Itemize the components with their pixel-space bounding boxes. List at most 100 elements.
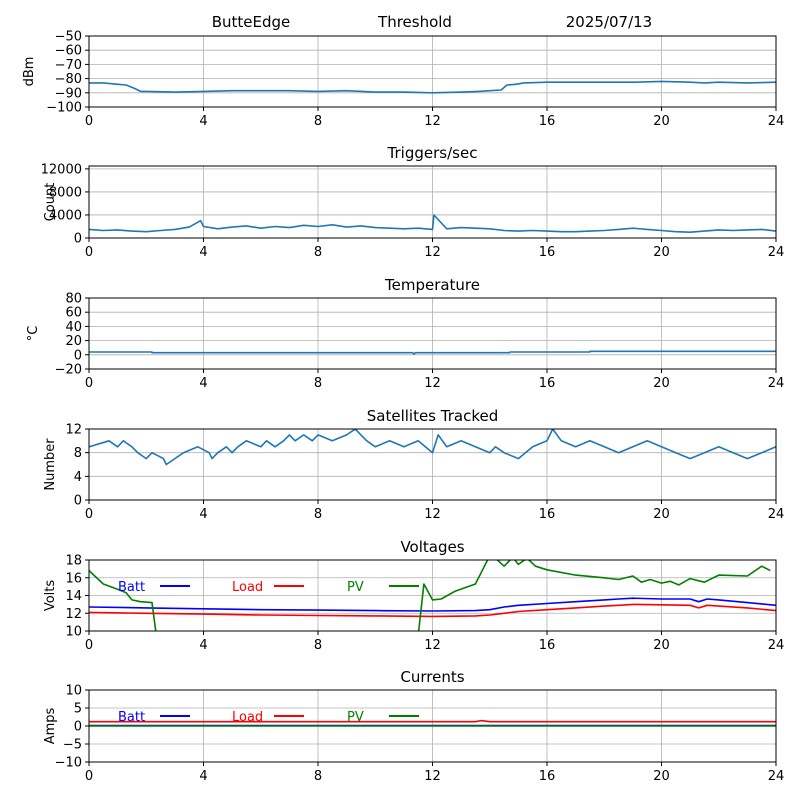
voltages-y-axis-label: Volts xyxy=(43,580,58,612)
currents-legend-label-load: Load xyxy=(232,710,263,725)
voltages-x-tick-label: 8 xyxy=(314,638,322,653)
temperature-x-tick-label: 4 xyxy=(199,376,207,391)
currents-y-tick-label: −5 xyxy=(63,738,82,753)
triggers-title: Triggers/sec xyxy=(387,144,478,162)
satellites-title: Satellites Tracked xyxy=(367,407,498,425)
satellites-x-tick-label: 0 xyxy=(85,507,93,522)
voltages-series-load xyxy=(89,603,776,618)
triggers-series-line xyxy=(89,214,776,233)
triggers-x-tick-label: 0 xyxy=(85,245,93,260)
signal-x-tick-label: 16 xyxy=(539,114,556,129)
currents-y-axis-label: Amps xyxy=(43,707,58,744)
triggers-x-tick-label: 24 xyxy=(768,245,785,260)
currents-x-tick-label: 20 xyxy=(653,769,670,784)
voltages-x-tick-label: 4 xyxy=(199,638,207,653)
satellites-y-tick-label: 12 xyxy=(65,423,82,438)
voltages-y-tick-label: 18 xyxy=(65,554,82,569)
currents-y-tick-label: 0 xyxy=(74,720,82,735)
voltages-x-tick-label: 16 xyxy=(539,638,556,653)
temperature-y-tick-label: 0 xyxy=(74,348,82,363)
voltages-series-pv xyxy=(89,560,771,631)
temperature-y-tick-label: 40 xyxy=(65,320,82,335)
currents-y-tick-label: −10 xyxy=(55,756,82,771)
currents-x-tick-label: 8 xyxy=(314,769,322,784)
voltages-legend-label-batt: Batt xyxy=(118,580,145,595)
voltages-legend: Batt Load PV xyxy=(118,580,419,595)
triggers-y-tick-label: 0 xyxy=(74,232,82,247)
mode-title: Threshold xyxy=(377,13,452,31)
triggers-y-axis-label: Count xyxy=(43,183,58,222)
currents-legend: Batt Load PV xyxy=(118,710,419,725)
currents-x-tick-label: 12 xyxy=(424,769,441,784)
signal-x-tick-label: 0 xyxy=(85,114,93,129)
date-title: 2025/07/13 xyxy=(566,13,652,31)
temperature-title: Temperature xyxy=(384,276,480,294)
satellites-series-line xyxy=(89,429,776,466)
temperature-x-tick-label: 16 xyxy=(539,376,556,391)
currents-legend-label-pv: PV xyxy=(347,710,364,725)
triggers-y-tick-label: 12000 xyxy=(41,162,82,177)
satellites-x-tick-label: 8 xyxy=(314,507,322,522)
signal-x-tick-label: 8 xyxy=(314,114,322,129)
voltages-x-tick-label: 12 xyxy=(424,638,441,653)
voltages-y-tick-label: 14 xyxy=(65,589,82,604)
currents-x-tick-label: 24 xyxy=(768,769,785,784)
triggers-y-tick-label: 8000 xyxy=(49,185,82,200)
temperature-x-tick-label: 20 xyxy=(653,376,670,391)
triggers-x-tick-label: 20 xyxy=(653,245,670,260)
signal-y-tick-label: −70 xyxy=(55,58,82,73)
signal-x-tick-label: 4 xyxy=(199,114,207,129)
signal-y-tick-label: −50 xyxy=(55,30,82,45)
voltages-y-tick-label: 10 xyxy=(65,625,82,640)
signal-y-axis-label: dBm xyxy=(22,57,37,87)
signal-y-tick-label: −60 xyxy=(55,44,82,59)
voltages-title: Voltages xyxy=(400,538,464,556)
triggers-x-tick-label: 4 xyxy=(199,245,207,260)
satellites-x-tick-label: 12 xyxy=(424,507,441,522)
voltages-series-batt xyxy=(89,597,776,612)
triggers-x-tick-label: 8 xyxy=(314,245,322,260)
currents-x-tick-label: 16 xyxy=(539,769,556,784)
currents-y-tick-label: 10 xyxy=(65,684,82,699)
voltages-x-tick-label: 20 xyxy=(653,638,670,653)
temperature-x-tick-label: 24 xyxy=(768,376,785,391)
temperature-x-tick-label: 8 xyxy=(314,376,322,391)
voltages-legend-label-pv: PV xyxy=(347,580,364,595)
voltages-x-tick-label: 0 xyxy=(85,638,93,653)
satellites-x-tick-label: 4 xyxy=(199,507,207,522)
signal-x-tick-label: 20 xyxy=(653,114,670,129)
voltages-y-tick-label: 16 xyxy=(65,571,82,586)
station-title: ButteEdge xyxy=(212,13,291,31)
temperature-series-line xyxy=(89,350,776,355)
satellites-y-tick-label: 8 xyxy=(74,446,82,461)
temperature-x-tick-label: 0 xyxy=(85,376,93,391)
signal-y-tick-label: −100 xyxy=(46,101,82,116)
voltages-x-tick-label: 24 xyxy=(768,638,785,653)
voltages-legend-label-load: Load xyxy=(232,580,263,595)
satellites-y-axis-label: Number xyxy=(43,438,58,491)
voltages-panel: 0 4 8 12 16 20 24 10 12 14 16 18 Voltages Volts Batt Lo… xyxy=(43,538,784,653)
currents-y-tick-label: 5 xyxy=(74,702,82,717)
temperature-y-axis-label: °C xyxy=(26,326,41,342)
triggers-x-tick-label: 12 xyxy=(424,245,441,260)
temperature-x-tick-label: 12 xyxy=(424,376,441,391)
signal-x-tick-label: 12 xyxy=(424,114,441,129)
temperature-y-tick-label: 60 xyxy=(65,306,82,321)
temperature-y-tick-label: 80 xyxy=(65,292,82,307)
temperature-y-tick-label: 20 xyxy=(65,334,82,349)
signal-panel: 0 4 8 12 16 20 24 −100−90−80−70−60−50 dBm xyxy=(22,30,784,130)
satellites-y-tick-label: 0 xyxy=(74,494,82,509)
triggers-y-tick-label: 4000 xyxy=(49,208,82,223)
voltages-y-tick-label: 12 xyxy=(65,607,82,622)
currents-x-tick-label: 0 xyxy=(85,769,93,784)
satellites-x-tick-label: 16 xyxy=(539,507,556,522)
triggers-panel: 0 4 8 12 16 20 24 0 4000 8000 12000 Triggers/sec Cou… xyxy=(41,144,785,260)
satellites-panel: 0 4 8 12 16 20 24 0 4 8 12 Satellites Tracked Number xyxy=(43,407,784,522)
satellites-x-tick-label: 24 xyxy=(768,507,785,522)
currents-x-tick-label: 4 xyxy=(199,769,207,784)
triggers-x-tick-label: 16 xyxy=(539,245,556,260)
signal-series-line xyxy=(89,80,776,94)
signal-y-tick-label: −80 xyxy=(55,72,82,87)
temperature-y-tick-label: −20 xyxy=(55,363,82,378)
